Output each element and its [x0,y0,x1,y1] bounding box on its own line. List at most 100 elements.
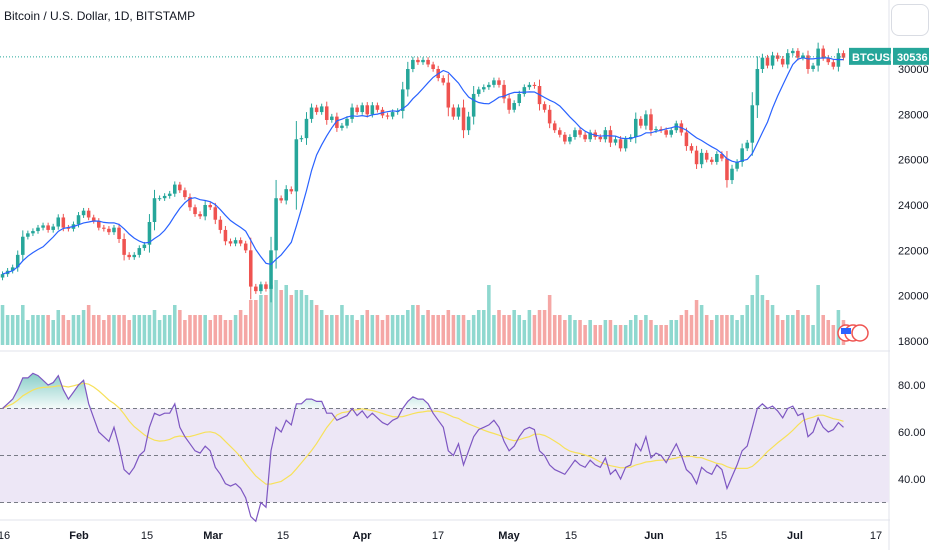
chart-settings-button[interactable] [891,4,929,36]
candle-body [319,106,324,113]
volume-bar [801,315,805,345]
candle-body [10,267,15,271]
candle-body [51,226,55,230]
volume-bar [223,320,228,345]
candle-body [157,198,162,200]
candle-body [188,197,192,208]
candle-body [709,159,714,162]
candle-body [558,130,562,135]
price-axis-tick-label: 22000 [898,245,929,257]
volume-bar [355,320,359,345]
volume-bar [735,320,739,345]
volume-bar [274,280,278,345]
candle-body [0,274,5,278]
candle-body [426,59,430,65]
volume-bar [836,310,841,345]
time-axis-tick-label: Feb [69,530,89,542]
candle-body [416,59,420,63]
candle-body [598,137,603,140]
volume-bar [639,320,643,345]
candle-body [218,219,223,230]
candle-body [360,105,364,113]
time-axis-tick-label: Apr [353,530,373,542]
price-axis-tick-label: 24000 [898,200,929,212]
volume-bar [618,325,623,345]
volume-bar [269,285,273,345]
volume-bar [644,315,648,345]
volume-bar [709,320,714,345]
rsi-axis-tick-label: 80.00 [898,380,926,392]
candle-body [385,115,390,117]
candle-body [603,130,608,140]
candle-body [26,233,30,237]
candle-body [340,125,344,128]
volume-bar [71,315,76,345]
candle-body [76,215,81,225]
candle-body [568,137,572,142]
volume-bar [91,315,96,345]
volume-bar [502,315,506,345]
candle-body [299,138,304,140]
volume-bar [775,315,780,345]
candle-body [233,240,238,244]
volume-bar [0,305,5,345]
candle-body [816,48,820,66]
volume-bar [512,310,516,345]
volume-bar [826,320,831,345]
volume-bar [780,320,785,345]
time-axis-tick-label: Mar [203,530,223,542]
candle-body [578,130,582,135]
volume-bar [193,315,197,345]
candle-body [97,220,101,228]
volume-bar [411,305,415,345]
volume-bar [218,315,223,345]
candle-body [466,116,471,131]
candle-body [284,189,288,201]
candle-body [446,82,451,108]
candle-body [791,50,795,54]
volume-bar [527,310,532,345]
volume-bar [86,305,91,345]
volume-bar [765,300,770,345]
volume-bar [147,315,152,345]
candle-body [203,205,207,217]
volume-bar [213,315,218,345]
volume-bar [547,295,552,345]
volume-bar [132,315,137,345]
price-axis-tick-label: 18000 [898,336,929,348]
candle-body [178,184,182,191]
candle-body [56,217,61,227]
volume-bar [436,315,440,345]
volume-bar [689,315,694,345]
volume-bar [532,315,537,345]
volume-bar [623,325,628,345]
candle-body [720,154,724,159]
candle-body [127,254,131,258]
candle-body [107,228,111,233]
candle-body [730,168,734,181]
candle-body [411,59,415,69]
candle-body [755,69,760,106]
volume-bar [684,310,689,345]
volume-bar [598,325,603,345]
volume-bar [674,320,679,345]
candle-body [86,210,91,218]
volume-bar [679,315,684,345]
candle-body [335,116,339,128]
candle-body [770,55,775,66]
candle-body [456,107,461,117]
candle-body [406,69,410,90]
candle-body [623,139,628,149]
candle-body [294,139,299,192]
candle-body [750,105,755,143]
volume-bar [487,285,491,345]
candle-body [259,284,263,292]
volume-bar [248,300,253,345]
candle-body [461,107,466,131]
volume-bar [831,325,836,345]
candle-body [238,240,243,244]
volume-bar [796,310,800,345]
volume-bar [233,315,238,345]
candle-body [760,57,765,69]
volume-bar [471,315,476,345]
